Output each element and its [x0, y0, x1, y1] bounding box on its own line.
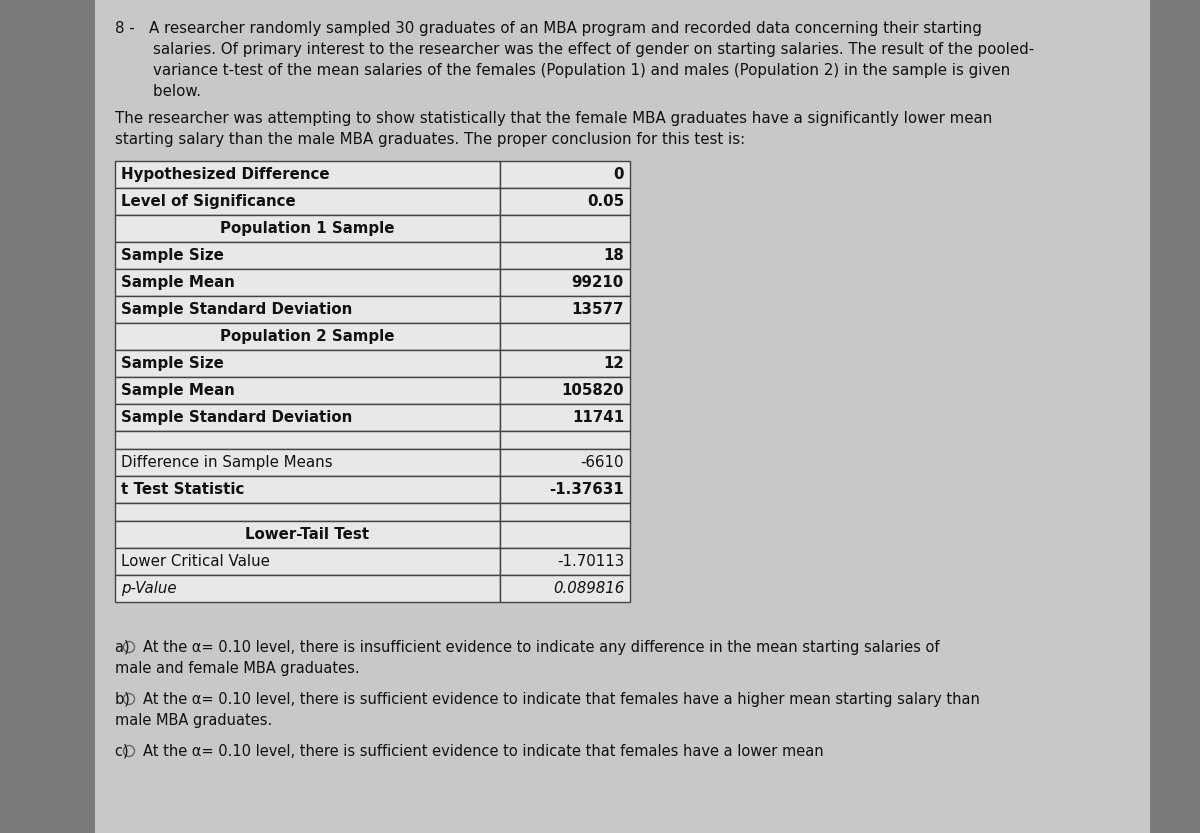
Bar: [500, 476, 630, 503]
Text: 0.05: 0.05: [587, 194, 624, 209]
Text: Level of Significance: Level of Significance: [121, 194, 295, 209]
Text: The researcher was attempting to show statistically that the female MBA graduate: The researcher was attempting to show st…: [115, 111, 992, 126]
Bar: [500, 404, 630, 431]
Bar: [115, 215, 500, 242]
Text: 0: 0: [613, 167, 624, 182]
Bar: [500, 449, 630, 476]
Text: below.: below.: [115, 84, 202, 99]
Text: 0.089816: 0.089816: [553, 581, 624, 596]
Text: Sample Standard Deviation: Sample Standard Deviation: [121, 302, 353, 317]
Bar: [95, 0, 1150, 833]
Bar: [115, 188, 500, 215]
Bar: [115, 350, 500, 377]
Text: variance t-test of the mean salaries of the females (Population 1) and males (Po: variance t-test of the mean salaries of …: [115, 63, 1010, 78]
Text: a): a): [115, 640, 134, 655]
Bar: [115, 161, 500, 188]
Text: -6610: -6610: [581, 455, 624, 470]
Text: Sample Size: Sample Size: [121, 356, 224, 371]
Text: At the α= 0.10 level, there is insufficient evidence to indicate any difference : At the α= 0.10 level, there is insuffici…: [143, 640, 940, 655]
Bar: [115, 575, 500, 602]
Bar: [500, 161, 630, 188]
Text: c): c): [115, 744, 133, 759]
Text: 11741: 11741: [572, 410, 624, 425]
Bar: [115, 449, 500, 476]
Text: Hypothesized Difference: Hypothesized Difference: [121, 167, 330, 182]
Text: At the α= 0.10 level, there is sufficient evidence to indicate that females have: At the α= 0.10 level, there is sufficien…: [143, 692, 980, 707]
Text: Sample Mean: Sample Mean: [121, 275, 235, 290]
Bar: [500, 296, 630, 323]
Bar: [500, 188, 630, 215]
Text: 12: 12: [604, 356, 624, 371]
Bar: [500, 215, 630, 242]
Bar: [115, 521, 500, 548]
Bar: [500, 377, 630, 404]
Bar: [115, 431, 500, 449]
Text: Population 2 Sample: Population 2 Sample: [221, 329, 395, 344]
Bar: [500, 323, 630, 350]
Bar: [115, 404, 500, 431]
Text: male and female MBA graduates.: male and female MBA graduates.: [115, 661, 360, 676]
Text: t Test Statistic: t Test Statistic: [121, 482, 245, 497]
Text: 105820: 105820: [562, 383, 624, 398]
Bar: [500, 575, 630, 602]
Bar: [500, 503, 630, 521]
Bar: [115, 377, 500, 404]
Bar: [115, 503, 500, 521]
Text: salaries. Of primary interest to the researcher was the effect of gender on star: salaries. Of primary interest to the res…: [115, 42, 1034, 57]
Bar: [115, 548, 500, 575]
Bar: [115, 323, 500, 350]
Bar: [500, 350, 630, 377]
Text: p-Value: p-Value: [121, 581, 176, 596]
Bar: [115, 269, 500, 296]
Bar: [500, 431, 630, 449]
Text: 99210: 99210: [571, 275, 624, 290]
Text: -1.70113: -1.70113: [557, 554, 624, 569]
Text: At the α= 0.10 level, there is sufficient evidence to indicate that females have: At the α= 0.10 level, there is sufficien…: [143, 744, 823, 759]
Bar: [500, 242, 630, 269]
Text: 18: 18: [604, 248, 624, 263]
Text: Lower-Tail Test: Lower-Tail Test: [246, 527, 370, 542]
Text: Population 1 Sample: Population 1 Sample: [221, 221, 395, 236]
Text: Sample Size: Sample Size: [121, 248, 224, 263]
Bar: [500, 269, 630, 296]
Bar: [500, 521, 630, 548]
Text: Difference in Sample Means: Difference in Sample Means: [121, 455, 332, 470]
Bar: [115, 242, 500, 269]
Bar: [500, 548, 630, 575]
Text: male MBA graduates.: male MBA graduates.: [115, 713, 272, 728]
Text: starting salary than the male MBA graduates. The proper conclusion for this test: starting salary than the male MBA gradua…: [115, 132, 745, 147]
Text: b): b): [115, 692, 134, 707]
Bar: [115, 296, 500, 323]
Text: 8 -   A researcher randomly sampled 30 graduates of an MBA program and recorded : 8 - A researcher randomly sampled 30 gra…: [115, 21, 982, 36]
Text: Sample Standard Deviation: Sample Standard Deviation: [121, 410, 353, 425]
Text: Sample Mean: Sample Mean: [121, 383, 235, 398]
Text: Lower Critical Value: Lower Critical Value: [121, 554, 270, 569]
Bar: [115, 476, 500, 503]
Text: -1.37631: -1.37631: [550, 482, 624, 497]
Text: 13577: 13577: [571, 302, 624, 317]
